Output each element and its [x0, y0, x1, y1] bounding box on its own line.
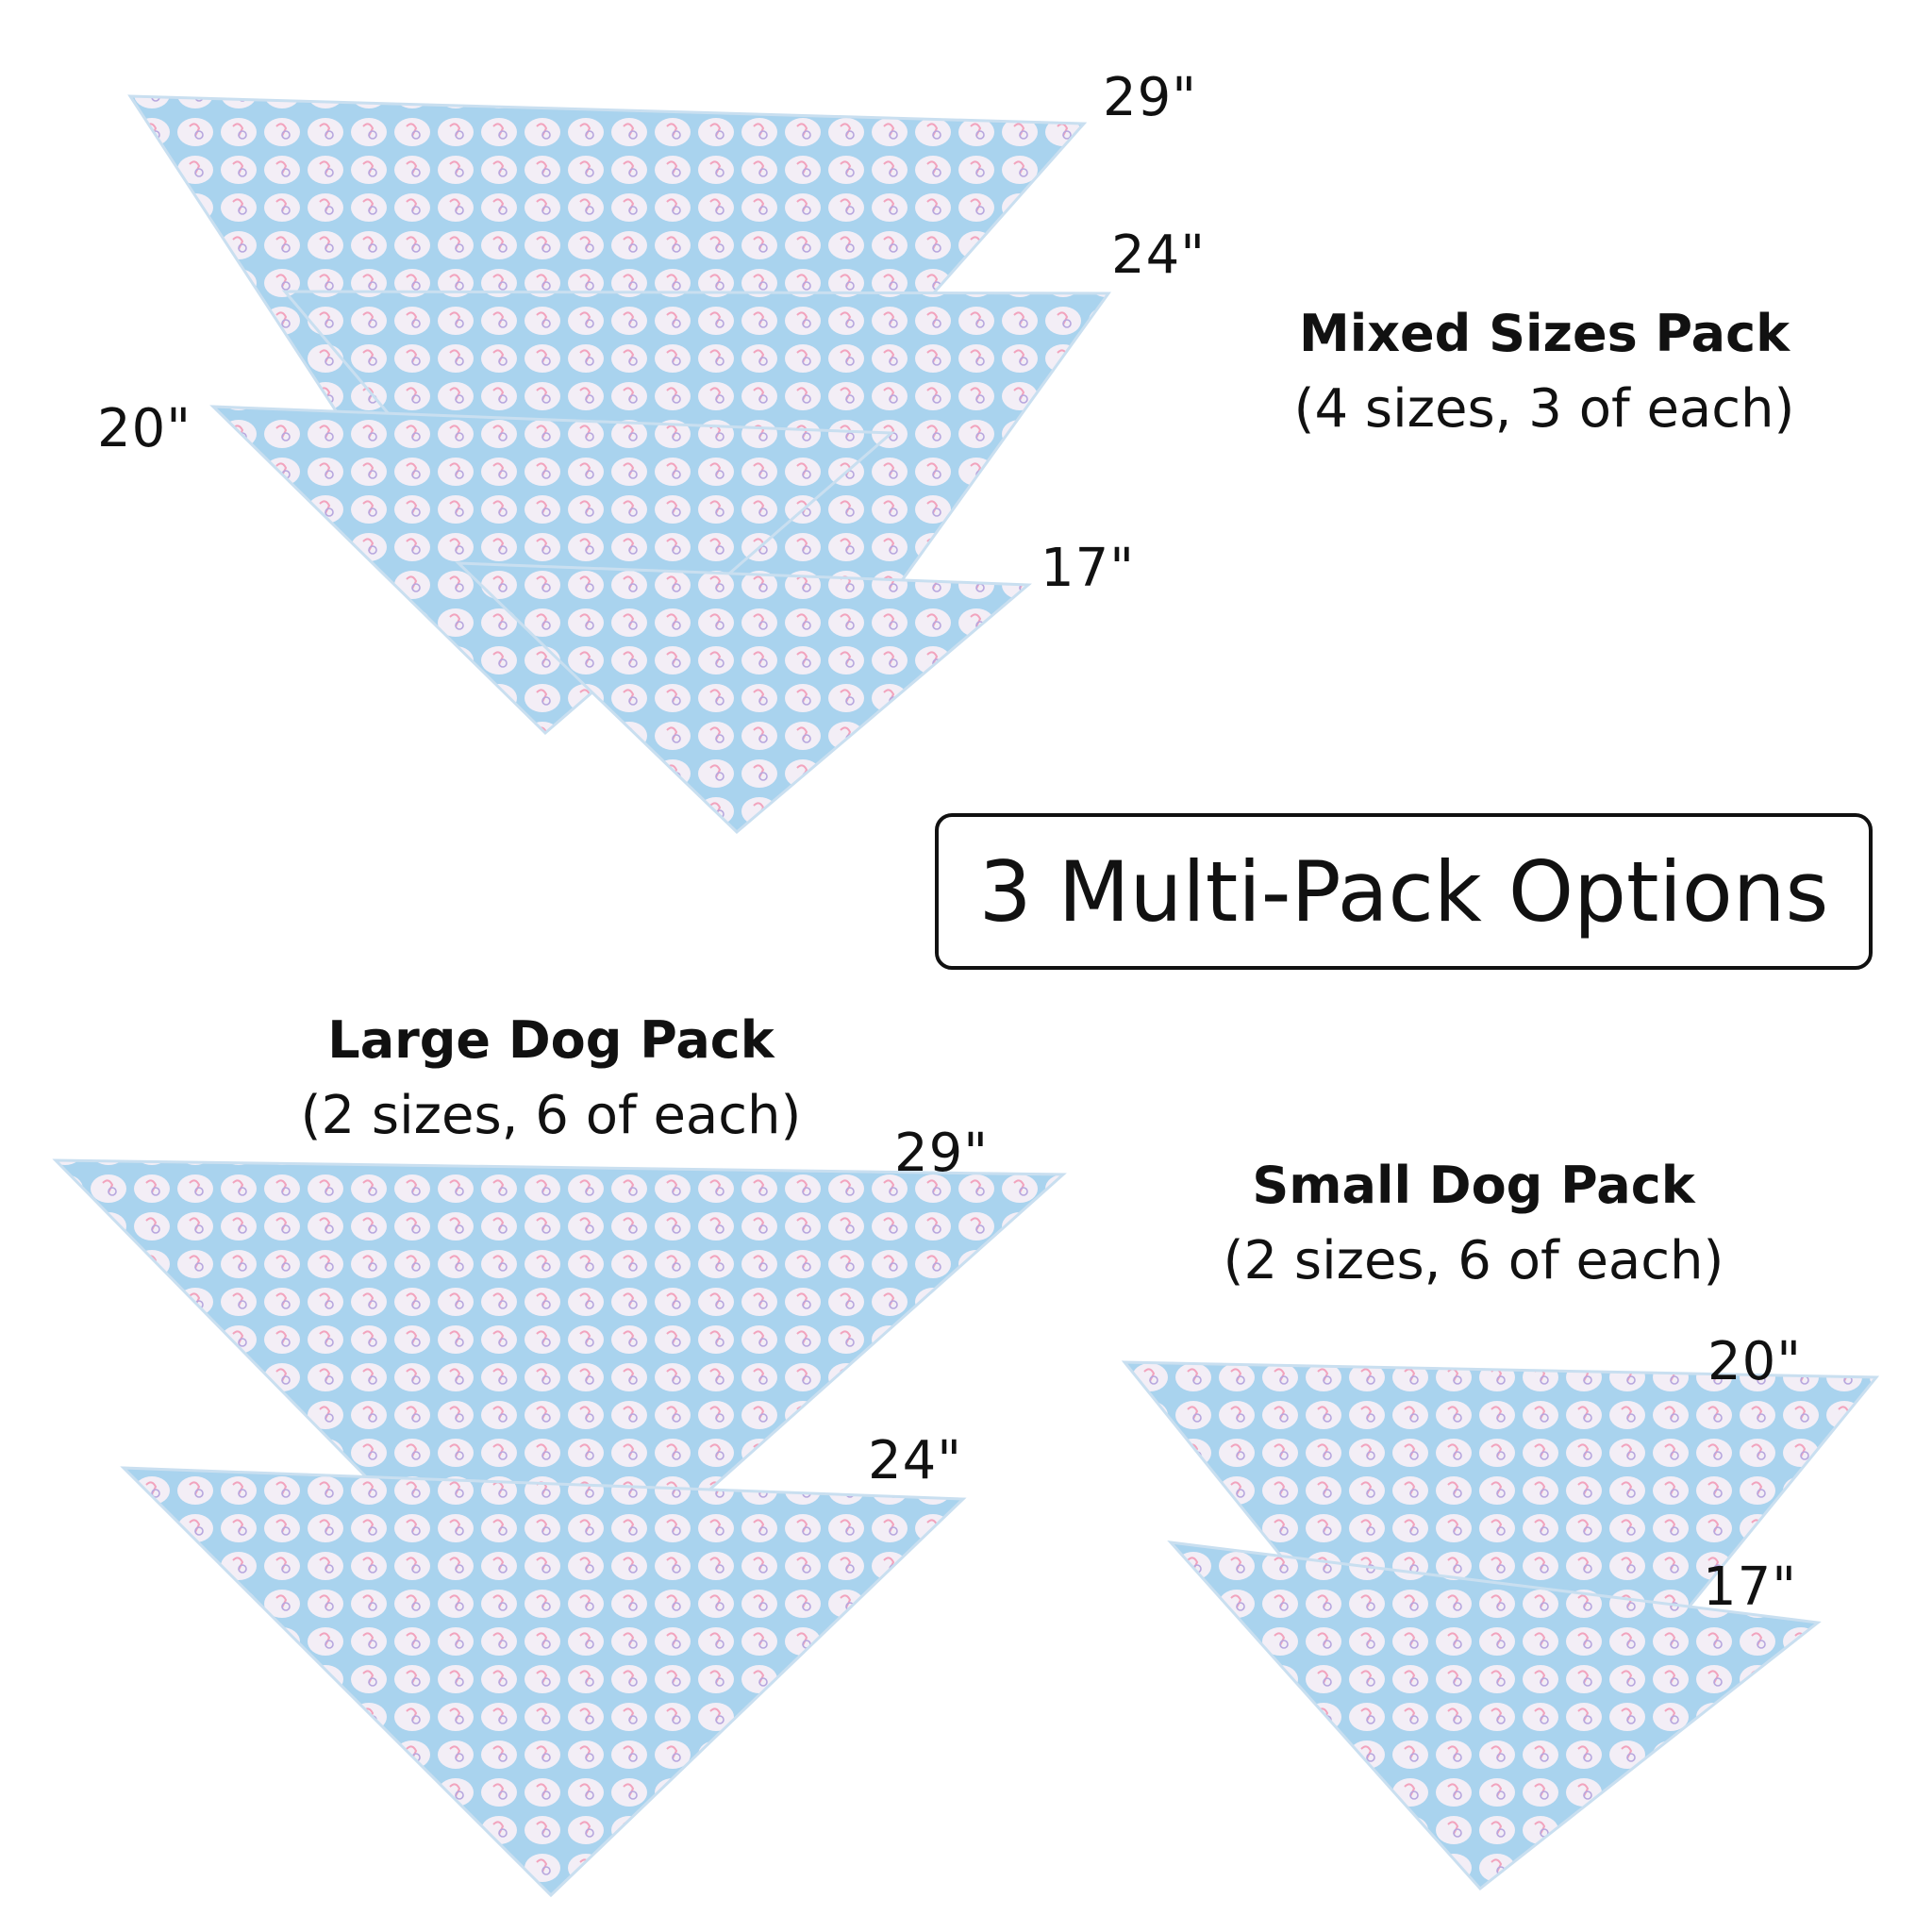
- bandana-17in: [1167, 1541, 1822, 1891]
- page-title: 3 Multi-Pack Options: [978, 842, 1829, 941]
- small-pack-caption: Small Dog Pack (2 sizes, 6 of each): [1224, 1148, 1724, 1299]
- size-label-20: 20": [97, 398, 192, 459]
- small-pack-bandanas: [1121, 1360, 1880, 1891]
- pack-name: Small Dog Pack: [1252, 1156, 1695, 1215]
- large-pack-bandanas: [52, 1158, 1067, 1898]
- size-label-24: 24": [868, 1430, 963, 1491]
- size-label-17: 17": [1041, 538, 1136, 599]
- bandana-29in: [52, 1158, 1067, 1650]
- bandana-17in: [455, 561, 1032, 835]
- pack-name: Large Dog Pack: [327, 1010, 774, 1070]
- size-label-29: 29": [1103, 67, 1198, 128]
- pack-detail: (2 sizes, 6 of each): [1223, 1230, 1724, 1291]
- size-label-24: 24": [1111, 225, 1207, 286]
- title-box: 3 Multi-Pack Options: [935, 813, 1873, 970]
- size-label-20: 20": [1707, 1331, 1803, 1392]
- pack-detail: (4 sizes, 3 of each): [1293, 378, 1795, 440]
- large-pack-caption: Large Dog Pack (2 sizes, 6 of each): [301, 1003, 802, 1154]
- mixed-pack-caption: Mixed Sizes Pack (4 sizes, 3 of each): [1294, 296, 1795, 447]
- bandana-24in: [120, 1466, 967, 1898]
- pack-detail: (2 sizes, 6 of each): [300, 1085, 802, 1146]
- size-label-17: 17": [1703, 1557, 1798, 1618]
- size-label-29: 29": [894, 1123, 990, 1184]
- mixed-pack-bandanas: [127, 94, 1111, 835]
- pack-name: Mixed Sizes Pack: [1298, 304, 1790, 363]
